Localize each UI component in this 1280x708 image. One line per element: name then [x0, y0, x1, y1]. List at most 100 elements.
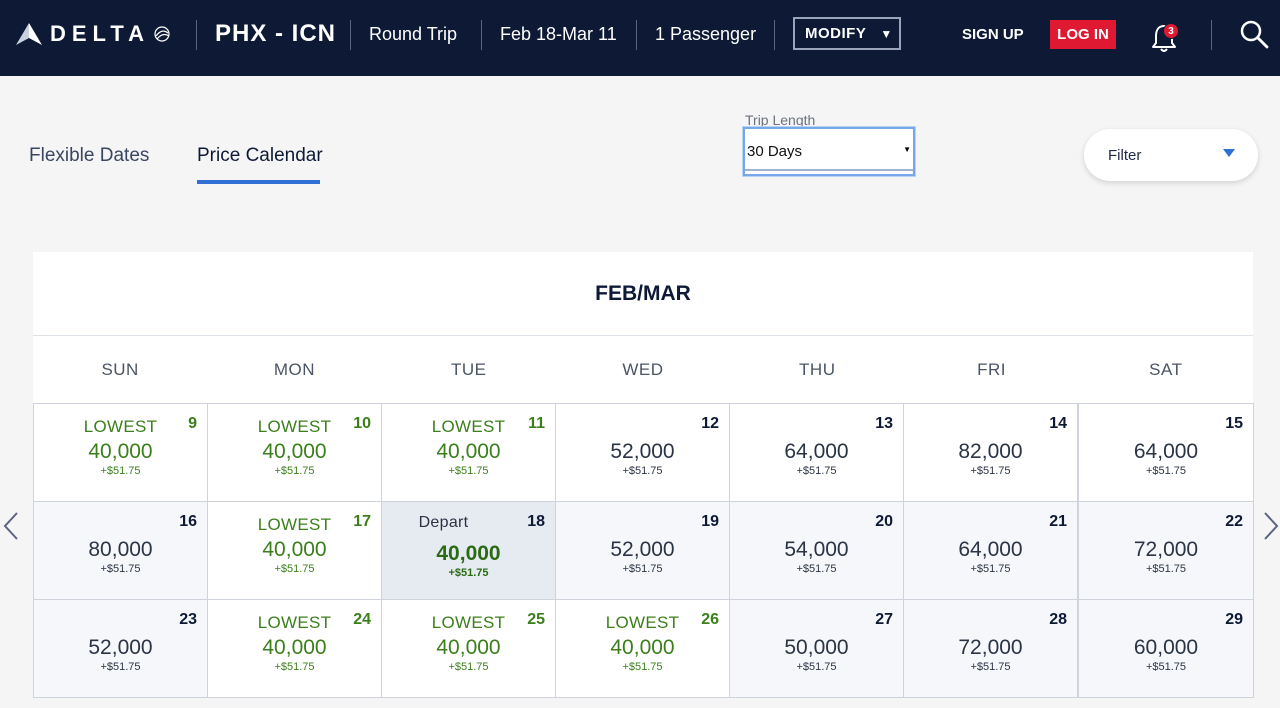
calendar-day[interactable]: 16 80,000 +$51.75 — [33, 501, 208, 600]
modify-button[interactable]: MODIFY ▼ — [793, 17, 901, 50]
calendar-day[interactable]: 14 82,000 +$51.75 — [903, 403, 1078, 502]
miles-price: 54,000 — [784, 538, 849, 561]
calendar-day[interactable]: LOWEST 10 40,000 +$51.75 — [207, 403, 382, 502]
day-number: 21 — [1049, 513, 1067, 530]
depart-label: Depart — [418, 514, 469, 531]
month-title: FEB/MAR — [33, 252, 1253, 336]
tab-price-calendar[interactable]: Price Calendar — [197, 145, 323, 166]
day-number: 17 — [353, 513, 371, 530]
fee-amount: +$51.75 — [796, 661, 837, 673]
miles-price: 40,000 — [88, 440, 153, 463]
sign-up-link[interactable]: SIGN UP — [962, 26, 1024, 43]
day-number: 26 — [701, 611, 719, 628]
chevron-left-icon[interactable] — [2, 510, 20, 542]
day-number: 10 — [353, 415, 371, 432]
day-number: 19 — [701, 513, 719, 530]
fee-amount: +$51.75 — [796, 465, 837, 477]
trip-length-value: 30 Days — [747, 143, 803, 160]
fee-amount: +$51.75 — [100, 465, 141, 477]
divider — [196, 20, 197, 50]
fee-amount: +$51.75 — [448, 661, 489, 673]
day-number: 9 — [188, 415, 197, 432]
miles-price: 50,000 — [784, 636, 849, 659]
miles-price: 40,000 — [610, 636, 675, 659]
calendar-day[interactable]: LOWEST 24 40,000 +$51.75 — [207, 599, 382, 698]
weekday-label: FRI — [977, 360, 1006, 379]
calendar-day[interactable]: 20 54,000 +$51.75 — [729, 501, 904, 600]
day-number: 27 — [875, 611, 893, 628]
fee-amount: +$51.75 — [100, 563, 141, 575]
weekday-label: TUE — [450, 360, 487, 379]
calendar-day[interactable]: LOWEST 17 40,000 +$51.75 — [207, 501, 382, 600]
calendar-day[interactable]: 21 64,000 +$51.75 — [903, 501, 1078, 600]
logo-text: DELTA — [50, 21, 151, 46]
fee-amount: +$51.75 — [448, 567, 489, 579]
search-icon[interactable] — [1239, 19, 1269, 49]
divider — [481, 20, 482, 50]
calendar-day[interactable]: 15 64,000 +$51.75 — [1078, 403, 1254, 502]
active-tab-indicator — [197, 180, 320, 184]
lowest-badge: LOWEST — [431, 613, 506, 632]
lowest-badge: LOWEST — [605, 613, 680, 632]
day-number: 11 — [528, 415, 545, 432]
miles-price: 82,000 — [958, 440, 1023, 463]
weekday-label: SAT — [1149, 360, 1183, 379]
calendar-day[interactable]: LOWEST 11 40,000 +$51.75 — [381, 403, 556, 502]
miles-price: 40,000 — [262, 440, 327, 463]
miles-price: 52,000 — [610, 538, 675, 561]
dropdown-arrow-icon: ▼ — [903, 145, 911, 154]
calendar-day[interactable]: LOWEST 26 40,000 +$51.75 — [555, 599, 730, 698]
fee-amount: +$51.75 — [448, 465, 489, 477]
filter-dropdown[interactable]: Filter — [1084, 129, 1258, 181]
calendar-day[interactable]: 22 72,000 +$51.75 — [1078, 501, 1254, 600]
miles-price: 80,000 — [88, 538, 153, 561]
calendar-day[interactable]: 12 52,000 +$51.75 — [555, 403, 730, 502]
delta-logo[interactable]: DELTA — [16, 21, 172, 47]
skyteam-icon — [154, 26, 170, 42]
calendar-day[interactable]: 28 72,000 +$51.75 — [903, 599, 1078, 698]
day-number: 29 — [1225, 611, 1243, 628]
price-calendar: FEB/MAR SUN MON TUE WED THU FRI SAT LOWE… — [33, 252, 1254, 698]
divider — [774, 20, 775, 50]
day-number: 25 — [527, 611, 545, 628]
calendar-day-selected[interactable]: Depart 18 40,000 +$51.75 — [381, 501, 556, 600]
calendar-day[interactable]: LOWEST 9 40,000 +$51.75 — [33, 403, 208, 502]
day-number: 18 — [527, 513, 545, 530]
miles-price: 40,000 — [436, 440, 501, 463]
day-number: 20 — [875, 513, 893, 530]
route-text: PHX - ICN — [215, 20, 337, 47]
calendar-day[interactable]: 27 50,000 +$51.75 — [729, 599, 904, 698]
miles-price: 60,000 — [1133, 636, 1199, 659]
chevron-right-icon[interactable] — [1262, 510, 1280, 542]
tab-flexible-dates[interactable]: Flexible Dates — [29, 145, 150, 166]
trip-length-label: Trip Length — [745, 112, 816, 128]
day-number: 14 — [1049, 415, 1067, 432]
fee-amount: +$51.75 — [796, 563, 837, 575]
delta-widget-icon — [16, 23, 42, 45]
weekday-label: WED — [622, 360, 664, 379]
calendar-day[interactable]: 13 64,000 +$51.75 — [729, 403, 904, 502]
fee-amount: +$51.75 — [274, 661, 315, 673]
notification-badge: 3 — [1163, 23, 1179, 39]
lowest-badge: LOWEST — [257, 515, 332, 534]
log-in-button[interactable]: LOG IN — [1050, 20, 1116, 49]
day-number: 12 — [701, 415, 719, 432]
top-navigation-bar: DELTA PHX - ICN Round Trip Feb 18-Mar 11… — [0, 0, 1280, 76]
fee-amount: +$51.75 — [1145, 465, 1187, 477]
weekday-label: MON — [273, 360, 315, 379]
calendar-day[interactable]: 23 52,000 +$51.75 — [33, 599, 208, 698]
dates-text: Feb 18-Mar 11 — [500, 24, 617, 44]
modify-label: MODIFY — [805, 25, 867, 42]
lowest-badge: LOWEST — [83, 417, 158, 436]
fee-amount: +$51.75 — [970, 563, 1011, 575]
trip-length-select[interactable]: 30 Days ▼ — [743, 127, 915, 176]
fee-amount: +$51.75 — [274, 465, 315, 477]
chevron-down-icon — [1223, 149, 1235, 157]
miles-price: 40,000 — [436, 542, 501, 565]
calendar-day[interactable]: LOWEST 25 40,000 +$51.75 — [381, 599, 556, 698]
calendar-day[interactable]: 29 60,000 +$51.75 — [1078, 599, 1254, 698]
calendar-day[interactable]: 19 52,000 +$51.75 — [555, 501, 730, 600]
fee-amount: +$51.75 — [622, 661, 663, 673]
select-underline — [745, 169, 913, 171]
day-number: 16 — [179, 513, 197, 530]
